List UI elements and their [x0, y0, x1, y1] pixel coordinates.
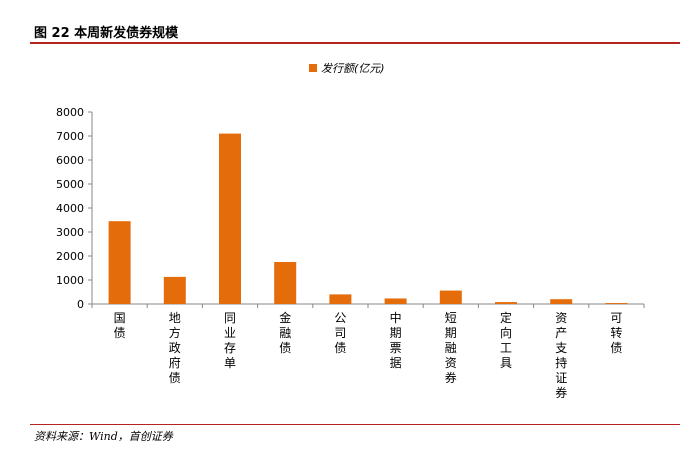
- x-tick-label: 金融债: [279, 310, 291, 355]
- x-tick-label: 地方政府债: [169, 311, 181, 385]
- figure-title: 图 22 本周新发债券规模: [34, 26, 179, 41]
- source-note: 资料来源：Wind，首创证券: [34, 430, 173, 443]
- y-tick-label: 7000: [56, 130, 84, 143]
- header-rule: [30, 42, 680, 44]
- bar: [495, 302, 517, 304]
- bar: [605, 303, 628, 304]
- y-tick-label: 0: [77, 298, 84, 311]
- x-tick-label: 中期票据: [390, 310, 402, 370]
- x-tick-label: 定向工具: [500, 310, 512, 370]
- footer-rule: [30, 424, 680, 425]
- x-tick-label: 公司债: [334, 311, 346, 355]
- bar: [108, 221, 131, 304]
- y-tick-label: 5000: [56, 178, 84, 191]
- x-tick-label: 可转债: [610, 311, 622, 355]
- bar: [550, 299, 573, 304]
- y-tick-label: 8000: [56, 106, 84, 119]
- y-tick-label: 3000: [56, 226, 84, 239]
- bar: [439, 290, 462, 304]
- legend-swatch: [309, 64, 317, 72]
- bar: [219, 133, 241, 304]
- bar: [274, 262, 297, 304]
- bar: [384, 298, 407, 304]
- legend-label: 发行额(亿元): [321, 62, 385, 75]
- bar: [163, 276, 186, 304]
- y-tick-label: 6000: [56, 154, 84, 167]
- x-tick-label: 同业存单: [224, 311, 236, 370]
- x-tick-label: 资产支持证券: [555, 311, 567, 400]
- y-tick-label: 2000: [56, 250, 84, 263]
- y-tick-label: 1000: [56, 274, 84, 287]
- y-tick-label: 4000: [56, 202, 84, 215]
- bar: [329, 294, 352, 304]
- x-tick-label: 国债: [114, 311, 126, 340]
- x-tick-label: 短期融资券: [445, 311, 457, 385]
